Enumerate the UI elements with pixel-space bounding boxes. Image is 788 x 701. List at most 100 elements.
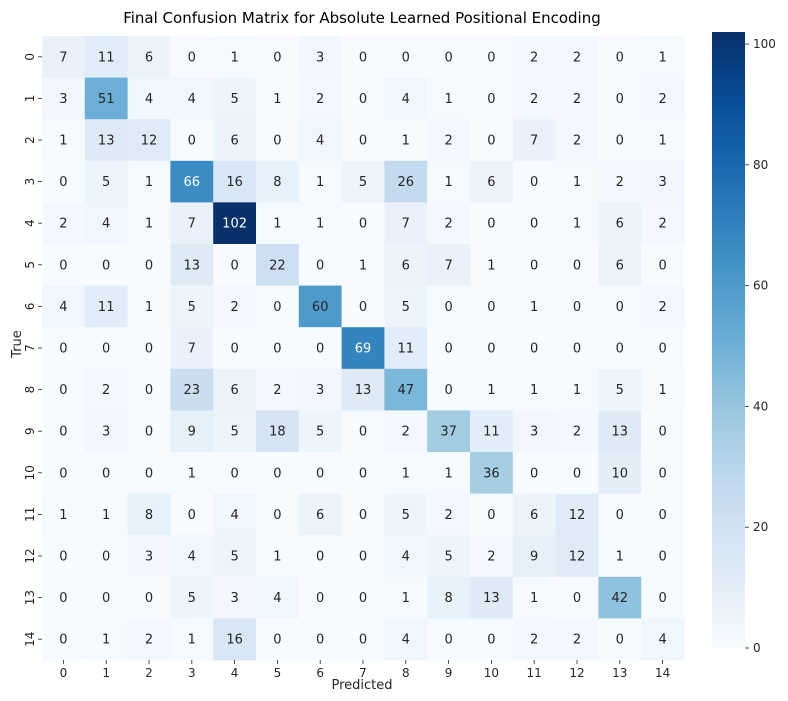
cell-value-label: 0 <box>145 342 153 357</box>
cell-value-label: 11 <box>98 300 115 315</box>
cell-value-label: 0 <box>59 550 67 565</box>
heatmap-cell <box>427 410 471 453</box>
cell-value-label: 5 <box>616 383 624 398</box>
y-tick-label: 13 <box>23 590 37 605</box>
cell-value-label: 0 <box>359 92 367 107</box>
heatmap-cell <box>42 285 86 328</box>
cell-value-label: 13 <box>612 425 629 440</box>
cell-value-label: 1 <box>145 300 153 315</box>
heatmap-cell <box>512 410 557 453</box>
cell-value-label: 0 <box>658 466 666 481</box>
cell-value-label: 0 <box>530 175 538 190</box>
cell-value-label: 0 <box>230 258 238 273</box>
cell-value-label: 5 <box>444 550 452 565</box>
cell-value-label: 0 <box>402 50 410 65</box>
heatmap-cell <box>641 36 685 79</box>
cell-value-label: 0 <box>530 466 538 481</box>
y-tick-label: 3 <box>23 178 37 186</box>
heatmap-cell <box>555 119 599 162</box>
cell-value-label: 7 <box>59 50 67 65</box>
colorbar-tick-label: 0 <box>753 641 761 655</box>
cell-value-label: 2 <box>444 134 452 149</box>
x-tick-label: 1 <box>102 666 110 680</box>
heatmap-cell <box>341 77 385 120</box>
heatmap-cell <box>42 244 86 287</box>
cell-value-label: 1 <box>658 383 666 398</box>
cell-value-label: 0 <box>102 342 110 357</box>
heatmap-cell <box>170 36 214 79</box>
heatmap-cell <box>42 160 86 203</box>
heatmap-cell <box>127 368 171 411</box>
cell-value-label: 0 <box>444 50 452 65</box>
x-axis-ticks: 0 1 2 3 4 5 6 7 8 9 10 11 12 13 14 <box>60 660 670 680</box>
cell-value-label: 12 <box>569 508 586 523</box>
heatmap-cell <box>512 535 557 578</box>
heatmap-cell <box>42 618 86 661</box>
x-tick-label: 14 <box>655 666 670 680</box>
cell-value-label: 42 <box>612 591 629 606</box>
cell-value-label: 0 <box>145 591 153 606</box>
cell-value-label: 2 <box>573 134 581 149</box>
cell-value-label: 0 <box>273 300 281 315</box>
cell-value-label: 6 <box>230 134 238 149</box>
heatmap-cell <box>512 77 557 120</box>
heatmap-cell <box>127 77 171 120</box>
cell-value-label: 0 <box>316 550 324 565</box>
heatmap-cell <box>427 618 471 661</box>
heatmap-cell <box>427 452 471 495</box>
heatmap-cell <box>384 285 428 328</box>
heatmap-cell <box>256 160 300 203</box>
cell-value-label: 0 <box>316 633 324 648</box>
cell-value-label: 22 <box>269 258 286 273</box>
cell-value-label: 2 <box>573 50 581 65</box>
heatmap-cell <box>127 576 171 619</box>
cell-value-label: 6 <box>316 508 324 523</box>
cell-value-label: 66 <box>184 175 201 190</box>
cell-value-label: 0 <box>59 425 67 440</box>
heatmap-cell <box>384 493 428 536</box>
cell-value-label: 4 <box>188 550 196 565</box>
heatmap-cell <box>512 452 557 495</box>
cell-value-label: 7 <box>530 134 538 149</box>
heatmap-cell <box>341 452 385 495</box>
cell-value-label: 3 <box>658 175 666 190</box>
heatmap-cell <box>42 535 86 578</box>
heatmap-cell <box>42 202 86 245</box>
cell-value-label: 2 <box>444 508 452 523</box>
x-tick-label: 0 <box>60 666 68 680</box>
heatmap-cell <box>641 493 685 536</box>
heatmap-cell <box>298 410 343 453</box>
heatmap-cell <box>512 285 557 328</box>
y-tick-label: 9 <box>23 427 37 435</box>
cell-value-label: 0 <box>616 92 624 107</box>
heatmap-cell <box>256 410 300 453</box>
cell-value-label: 1 <box>316 217 324 232</box>
heatmap-cell <box>598 410 642 453</box>
heatmap-cell <box>213 535 257 578</box>
cell-value-label: 3 <box>102 425 110 440</box>
cell-value-label: 0 <box>487 50 495 65</box>
heatmap-cell <box>512 119 557 162</box>
heatmap-cell <box>470 327 514 370</box>
cell-value-label: 0 <box>316 342 324 357</box>
cell-value-label: 0 <box>359 550 367 565</box>
cell-value-label: 2 <box>316 92 324 107</box>
cell-value-label: 2 <box>145 633 153 648</box>
heatmap-cell <box>127 244 171 287</box>
heatmap-cell <box>42 77 86 120</box>
cell-value-label: 69 <box>355 342 372 357</box>
cell-value-label: 8 <box>273 175 281 190</box>
x-tick-label: 12 <box>569 666 584 680</box>
heatmap-cell <box>427 285 471 328</box>
cell-value-label: 13 <box>483 591 500 606</box>
cell-value-label: 0 <box>616 300 624 315</box>
heatmap-cell <box>427 244 471 287</box>
heatmap-cell <box>170 452 214 495</box>
cell-value-label: 0 <box>230 466 238 481</box>
heatmap-cell <box>127 493 171 536</box>
heatmap-cell <box>555 160 599 203</box>
colorbar: 0 20 40 60 80 100 <box>712 32 776 655</box>
heatmap-cell <box>84 493 129 536</box>
colorbar-tick-label: 40 <box>753 399 768 413</box>
heatmap-cell <box>427 119 471 162</box>
